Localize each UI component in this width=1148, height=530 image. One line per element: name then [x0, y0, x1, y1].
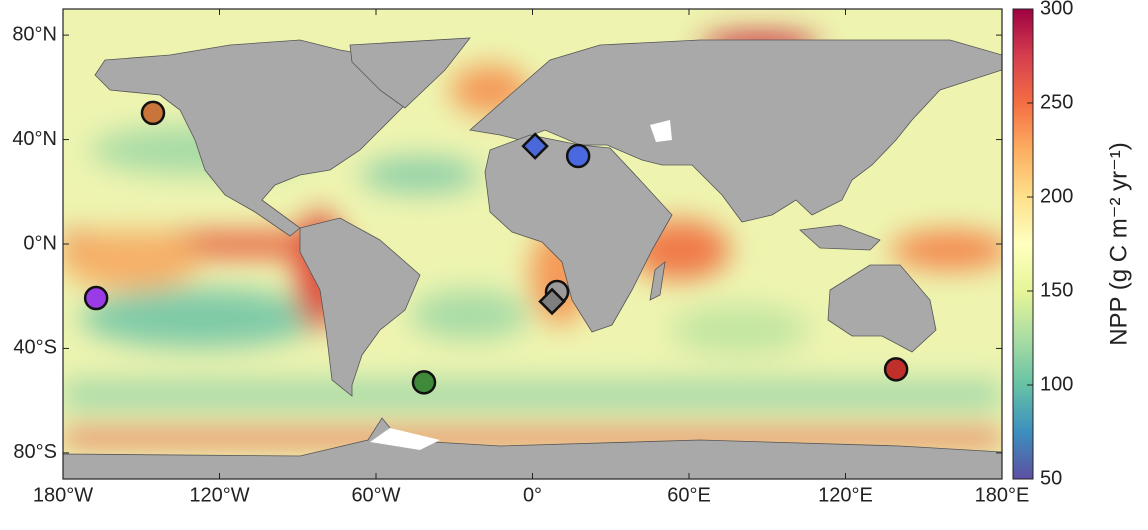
colorbar-tick-label: 300 [1040, 0, 1073, 19]
site-marker [538, 287, 566, 316]
colorbar-tick-label: 50 [1040, 467, 1062, 489]
land [63, 37, 1002, 479]
colorbar-tick-label: 100 [1040, 373, 1073, 395]
x-tick-label: 60°W [351, 484, 400, 506]
y-tick-label: 40°N [12, 128, 57, 150]
y-tick-label: 40°S [13, 337, 57, 359]
colorbar-tick-label: 150 [1040, 279, 1073, 301]
x-tick-label: 120°E [818, 484, 873, 506]
y-tick-label: 80°S [13, 441, 57, 463]
x-tick-label: 0° [523, 484, 542, 506]
site-marker [883, 357, 909, 382]
colorbar [1012, 8, 1034, 480]
site-marker [411, 370, 437, 395]
site-marker [83, 285, 109, 311]
colorbar-tick-label: 250 [1040, 91, 1073, 113]
site-marker [521, 132, 549, 160]
x-tick-label: 180°W [33, 484, 93, 506]
x-tick-label: 120°W [189, 484, 249, 506]
colorbar-label: NPP (g C m⁻² yr⁻¹) [1105, 142, 1132, 346]
site-marker [565, 143, 591, 169]
ocean-field [63, 9, 1002, 479]
site-marker [140, 100, 166, 126]
y-tick-label: 80°N [12, 23, 57, 45]
colorbar-tick-label: 200 [1040, 185, 1073, 207]
x-tick-label: 60°E [667, 484, 711, 506]
y-tick-label: 0°N [23, 232, 57, 254]
x-tick-label: 180°E [975, 484, 1030, 506]
